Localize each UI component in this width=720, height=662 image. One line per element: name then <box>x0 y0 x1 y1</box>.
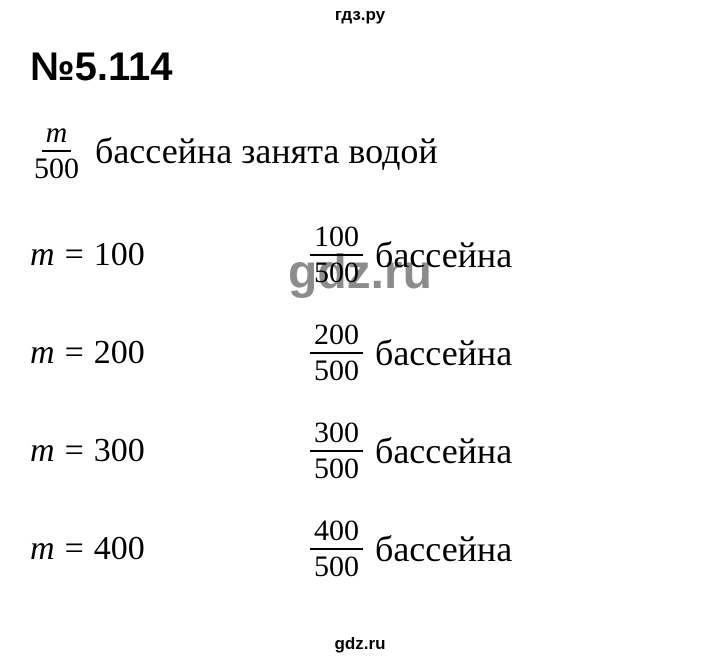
intro-line: m 500 бассейна занята водой <box>30 118 720 184</box>
fraction-denominator: 500 <box>310 452 363 484</box>
data-row: m = 200 200 500 бассейна <box>30 320 720 386</box>
watermark-top: гдз.ру <box>335 5 385 25</box>
fraction: 100 500 <box>310 222 363 288</box>
fraction-numerator: 100 <box>310 222 363 256</box>
row-text: бассейна <box>375 430 512 472</box>
variable: m <box>30 432 55 470</box>
data-row: m = 100 100 500 бассейна <box>30 222 720 288</box>
problem-number: №5.114 <box>30 45 720 90</box>
fraction-denominator: 500 <box>30 152 83 184</box>
row-text: бассейна <box>375 234 512 276</box>
equals-sign: = <box>65 236 84 274</box>
equation-left: m = 100 <box>30 236 310 274</box>
equation-left: m = 200 <box>30 334 310 372</box>
variable: m <box>30 334 55 372</box>
row-text: бассейна <box>375 332 512 374</box>
value: 400 <box>94 530 145 568</box>
intro-text: бассейна занята водой <box>95 130 438 172</box>
fraction: 300 500 <box>310 418 363 484</box>
row-text: бассейна <box>375 528 512 570</box>
fraction-denominator: 500 <box>310 550 363 582</box>
fraction: m 500 <box>30 118 83 184</box>
fraction-numerator: m <box>42 118 72 152</box>
equals-sign: = <box>65 334 84 372</box>
fraction: 200 500 <box>310 320 363 386</box>
equals-sign: = <box>65 432 84 470</box>
fraction-numerator: 300 <box>310 418 363 452</box>
variable: m <box>30 530 55 568</box>
value: 300 <box>94 432 145 470</box>
equation-left: m = 400 <box>30 530 310 568</box>
variable: m <box>30 236 55 274</box>
fraction: 400 500 <box>310 516 363 582</box>
data-row: m = 400 400 500 бассейна <box>30 516 720 582</box>
fraction-numerator: 200 <box>310 320 363 354</box>
data-row: m = 300 300 500 бассейна <box>30 418 720 484</box>
document-content: №5.114 m 500 бассейна занята водой m = 1… <box>0 0 720 582</box>
fraction-numerator: 400 <box>310 516 363 550</box>
equation-left: m = 300 <box>30 432 310 470</box>
value: 100 <box>94 236 145 274</box>
value: 200 <box>94 334 145 372</box>
watermark-bottom: gdz.ru <box>335 634 386 654</box>
fraction-denominator: 500 <box>310 256 363 288</box>
fraction-denominator: 500 <box>310 354 363 386</box>
equals-sign: = <box>65 530 84 568</box>
